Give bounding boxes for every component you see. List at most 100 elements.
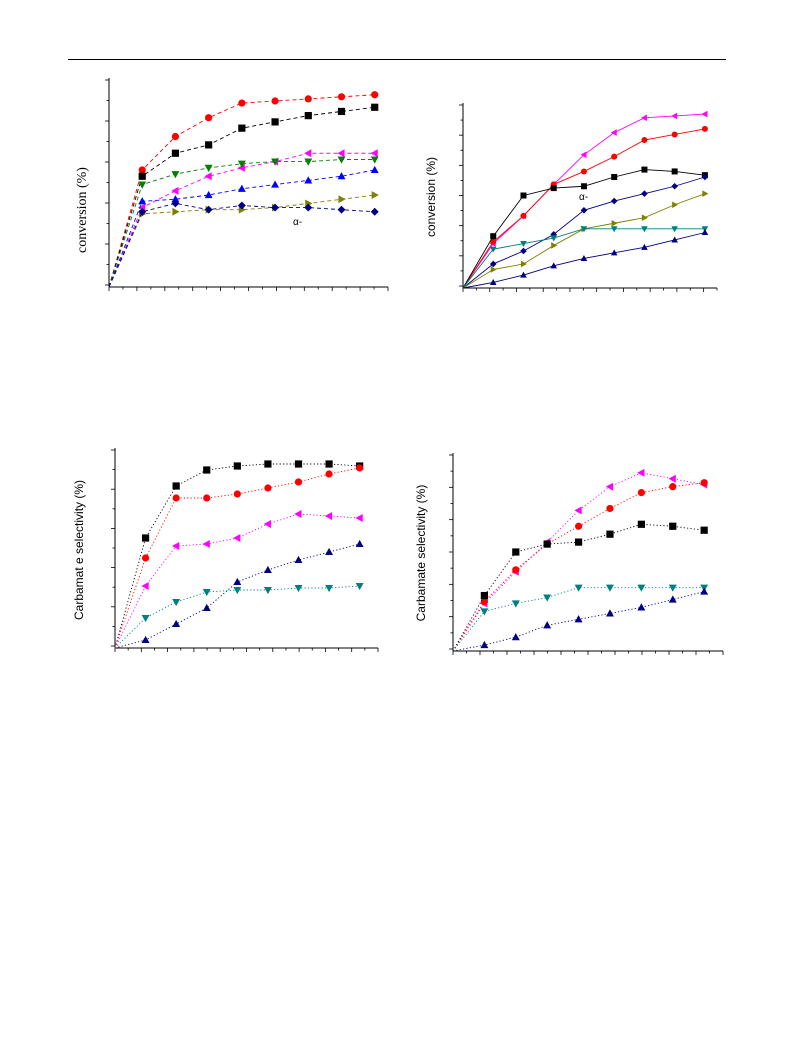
y-axis-label: conversion (%) [424, 157, 438, 237]
data-point [669, 522, 677, 530]
data-point [574, 615, 583, 623]
data-point [371, 103, 379, 111]
data-point [138, 172, 146, 180]
data-point [355, 514, 363, 522]
series-line [108, 159, 375, 288]
data-point [237, 160, 246, 168]
data-point [700, 526, 708, 534]
data-point [337, 156, 346, 164]
data-point [203, 466, 211, 474]
data-point [637, 584, 646, 592]
data-point [304, 112, 312, 120]
data-point [141, 635, 150, 644]
data-point [263, 520, 271, 528]
data-point [294, 584, 303, 593]
series-3 [114, 510, 363, 649]
data-point [325, 547, 334, 556]
data-point [610, 197, 618, 205]
data-point [700, 479, 708, 487]
data-point [337, 149, 345, 158]
series-5 [114, 582, 364, 649]
data-point [610, 226, 618, 233]
series-6 [462, 226, 709, 289]
data-point [172, 542, 180, 550]
header-rule [68, 59, 726, 60]
series-7 [462, 229, 709, 289]
data-point [338, 195, 346, 204]
data-point [172, 494, 180, 502]
data-point [574, 538, 583, 546]
data-point [271, 97, 279, 105]
data-point [641, 214, 648, 221]
data-point [355, 539, 364, 548]
series-4 [114, 539, 364, 649]
data-point [551, 242, 558, 249]
data-point [606, 584, 614, 592]
data-point [480, 597, 488, 606]
data-point [543, 540, 551, 548]
conversion-chart-top-left: conversion (%) α- [75, 78, 389, 291]
data-point [371, 191, 379, 199]
series-4 [462, 173, 709, 289]
data-point [610, 129, 617, 136]
alpha-annotation: α- [293, 217, 302, 228]
series-2 [114, 464, 364, 649]
data-point [171, 149, 180, 157]
data-point [637, 489, 645, 497]
data-point [641, 243, 648, 250]
y-axis-label: Carbamate selectivity (%) [414, 485, 428, 622]
data-point [580, 183, 587, 190]
data-point [668, 595, 677, 603]
series-3 [462, 166, 708, 289]
data-point [204, 190, 213, 199]
data-point [355, 582, 364, 591]
data-point [512, 548, 520, 556]
data-point [304, 203, 313, 212]
data-point [237, 163, 245, 172]
data-point [233, 462, 241, 470]
data-point [324, 512, 333, 520]
data-point [580, 168, 587, 175]
data-point [520, 212, 527, 219]
data-point [550, 235, 558, 242]
data-point [511, 600, 520, 608]
series-3 [108, 149, 378, 288]
series-5 [462, 190, 709, 289]
data-point [637, 520, 645, 528]
data-point [512, 566, 520, 574]
data-point [520, 271, 527, 278]
series-5 [452, 587, 709, 652]
data-point [263, 565, 272, 574]
data-point [138, 166, 146, 174]
y-axis-label: conversion (%) [75, 167, 90, 253]
alpha-annotation: α- [579, 192, 588, 203]
data-point [325, 584, 334, 593]
data-point [520, 260, 527, 268]
data-point [490, 233, 497, 240]
data-point [238, 99, 246, 107]
conversion-chart-top-right: conversion (%) α- [424, 103, 718, 292]
data-point [233, 490, 241, 498]
data-point [669, 483, 677, 491]
data-point [171, 195, 180, 203]
data-point [294, 460, 303, 468]
series-7 [108, 199, 379, 288]
data-point [337, 205, 346, 214]
series-5 [108, 165, 379, 288]
series-2 [462, 125, 708, 289]
series-line [452, 472, 705, 652]
carbamate-selectivity-chart-bottom-right: Carbamate selectivity (%) [414, 453, 724, 655]
data-point [304, 95, 312, 103]
series-line [114, 585, 360, 649]
data-point [574, 584, 583, 592]
data-point [356, 464, 364, 472]
data-point [238, 124, 246, 132]
data-point [233, 586, 242, 595]
series-line [108, 194, 375, 288]
data-point [605, 482, 614, 491]
data-point [172, 598, 181, 607]
data-point [671, 131, 678, 138]
data-point [233, 577, 242, 586]
data-point [202, 588, 211, 597]
data-point [263, 586, 272, 595]
